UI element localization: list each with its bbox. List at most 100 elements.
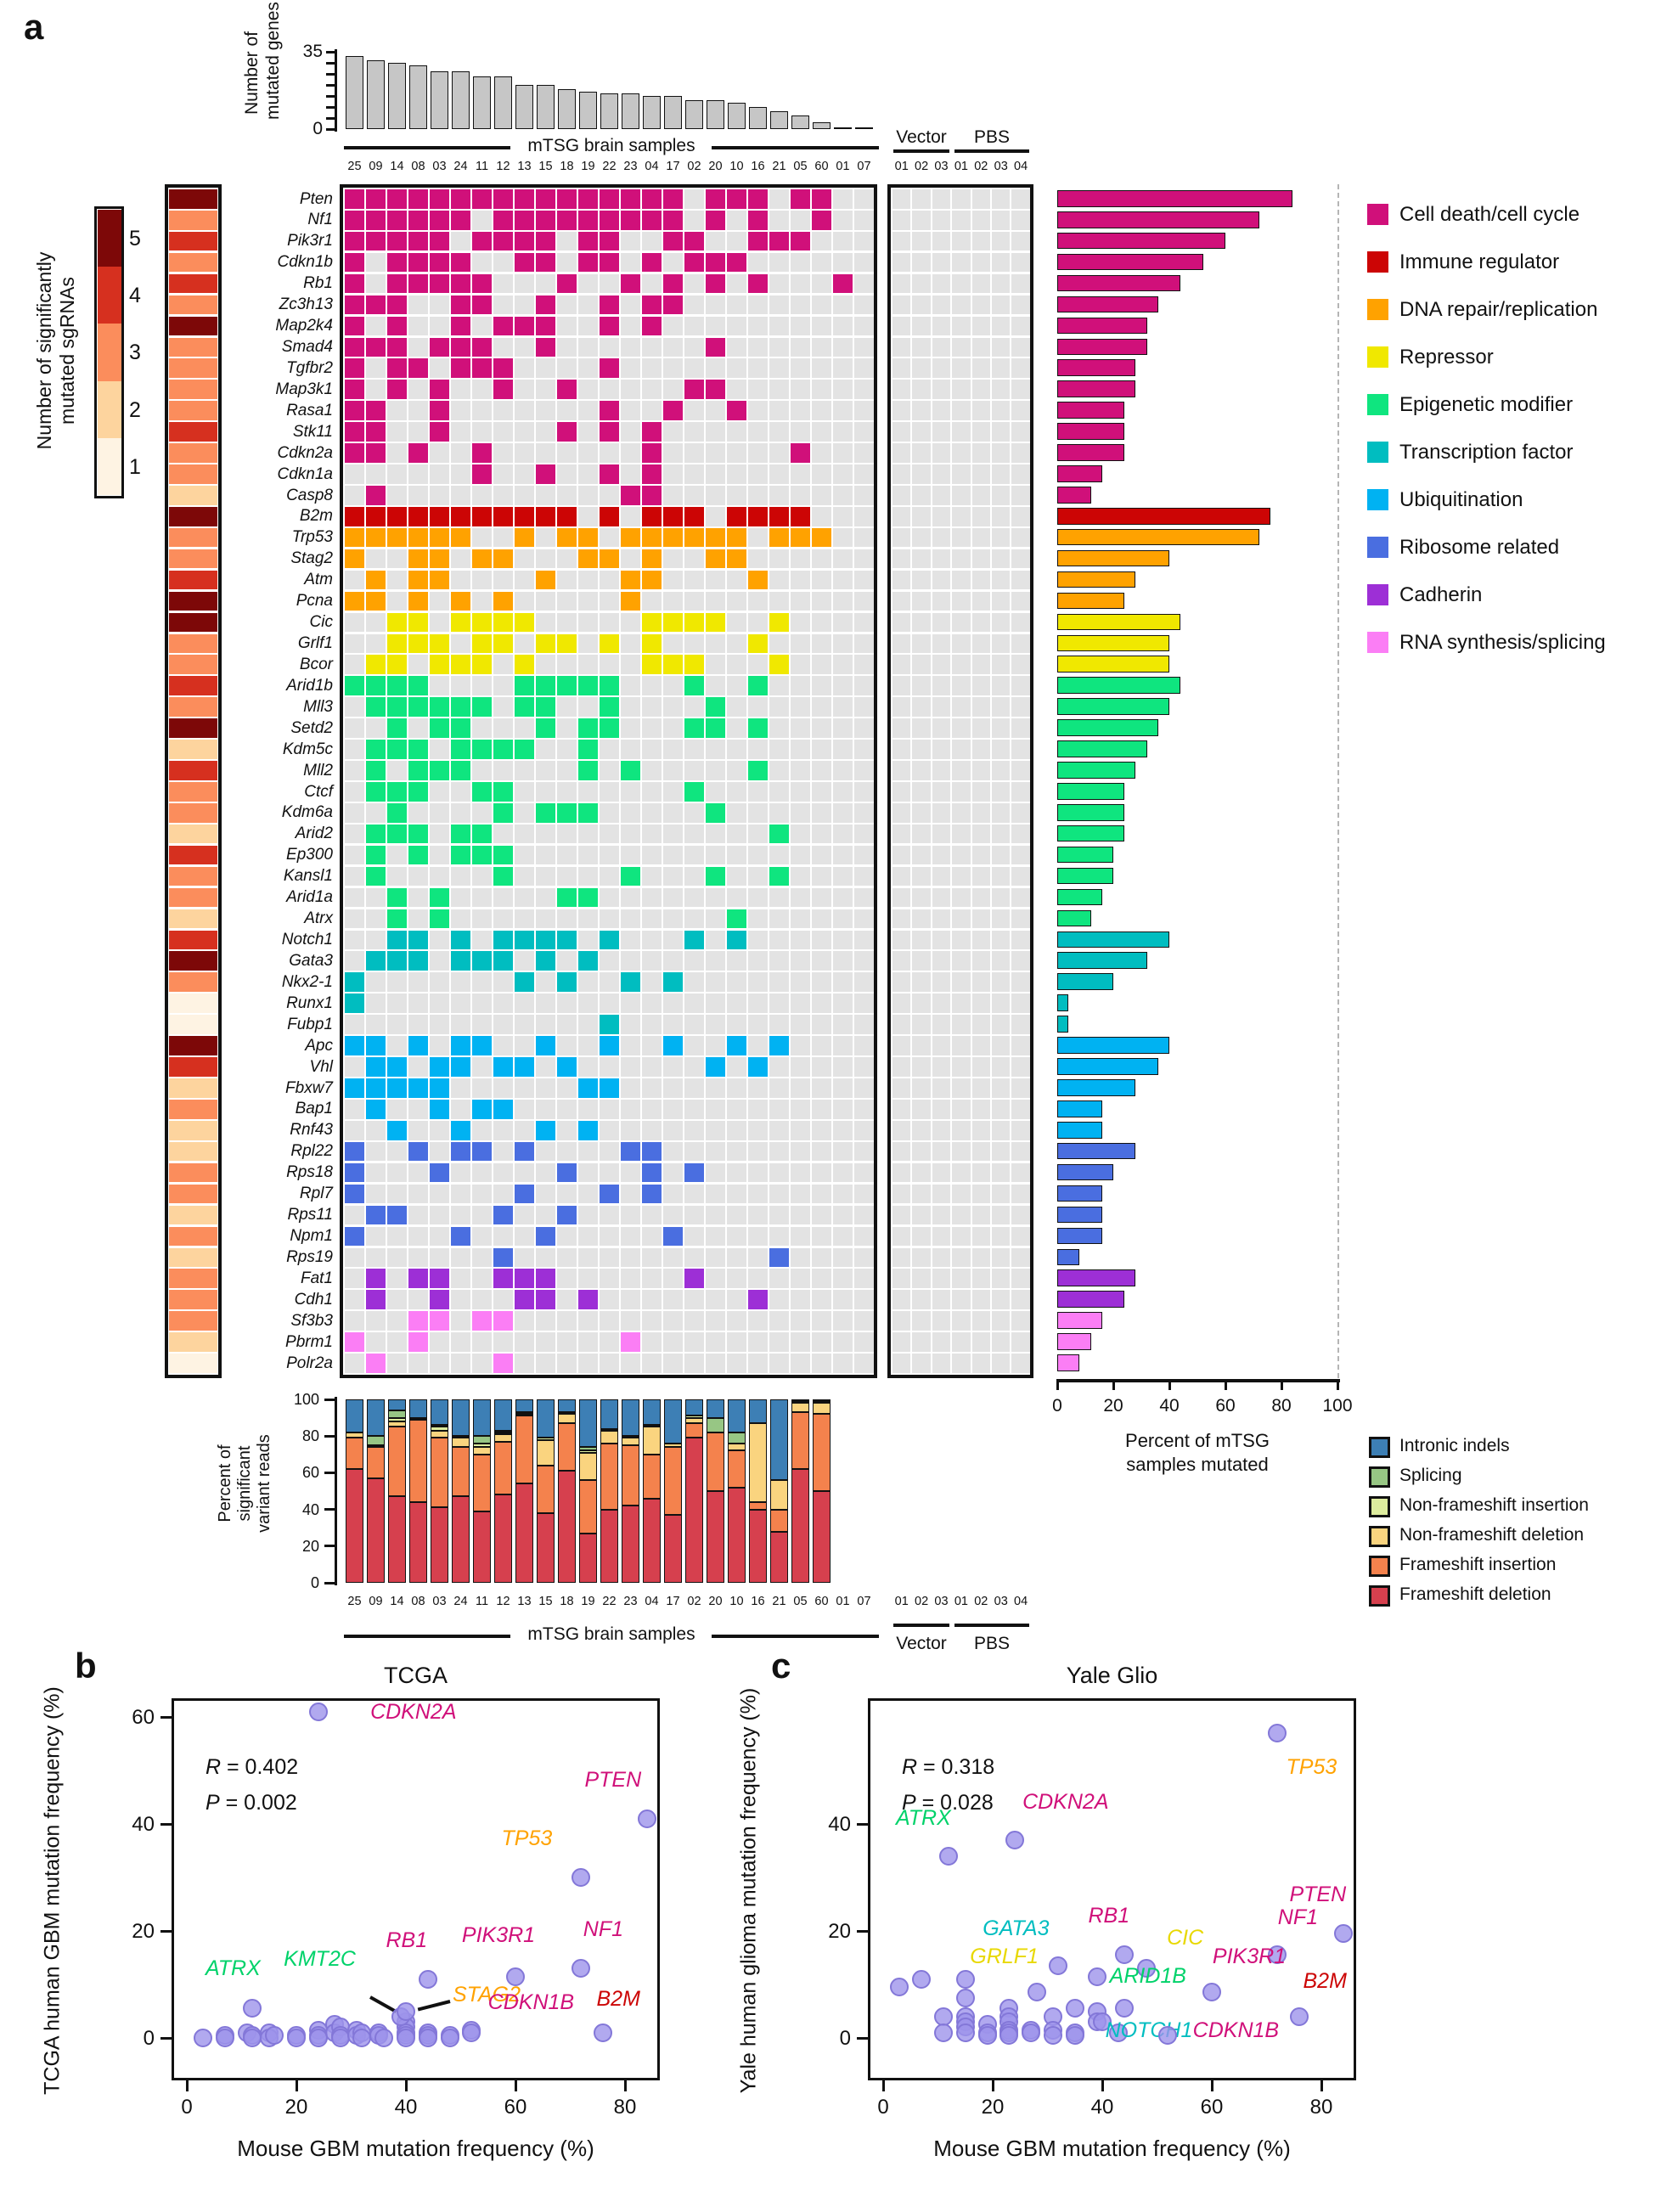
heatmap-cell — [600, 782, 619, 802]
heatmap-cell — [642, 782, 662, 802]
heatmap-cell — [430, 887, 449, 908]
heatmap-cell — [854, 358, 874, 379]
control-cell — [912, 506, 931, 526]
heatmap-cell — [578, 1036, 598, 1055]
control-cell — [971, 951, 990, 971]
heatmap-cell — [727, 337, 746, 357]
control-cell — [912, 1269, 931, 1289]
heatmap-cell — [345, 549, 364, 569]
heatmap-cell — [472, 740, 492, 759]
panel-b-xtick-label: 20 — [284, 2096, 308, 2119]
control-cell — [932, 1205, 951, 1225]
heatmap-cell — [408, 802, 428, 823]
heatmap-cell — [557, 802, 577, 823]
heatmap-cell — [748, 273, 768, 294]
heatmap-cell — [366, 1354, 386, 1373]
variant-bar-segment — [367, 1447, 385, 1478]
heatmap-cell — [663, 718, 683, 738]
heatmap-cell — [791, 972, 810, 992]
heatmap-cell — [684, 612, 704, 633]
heatmap-cell — [748, 1015, 768, 1034]
heatmap-cell — [833, 887, 853, 908]
gene-label: Grlf1 — [297, 634, 333, 653]
control-cell — [912, 740, 931, 759]
sgrna-strip-cell — [169, 718, 217, 738]
top-chart-tick — [326, 83, 335, 87]
variant-legend-label: Frameshift deletion — [1399, 1584, 1551, 1604]
heatmap-cell — [833, 824, 853, 844]
sgrna-strip-cell — [169, 401, 217, 420]
percent-bar — [1057, 973, 1113, 990]
heatmap-border — [340, 184, 877, 1379]
sample-label-top: 21 — [772, 160, 786, 173]
panel-b-xtick — [404, 2080, 408, 2091]
heatmap-cell — [515, 1269, 534, 1289]
percent-bar — [1057, 846, 1113, 864]
control-cell — [971, 464, 990, 484]
gene-label: Mll3 — [303, 697, 333, 716]
gene-label: Pik3r1 — [287, 232, 333, 250]
heatmap-cell — [727, 210, 746, 230]
heatmap-cell — [812, 506, 831, 526]
heatmap-cell — [472, 1205, 492, 1225]
control-cell — [932, 210, 951, 230]
heatmap-cell — [642, 1226, 662, 1247]
heatmap-cell — [684, 358, 704, 379]
control-cell — [1011, 527, 1030, 548]
heatmap-cell — [769, 802, 789, 823]
heatmap-cell — [515, 210, 534, 230]
heatmap-cell — [769, 1078, 789, 1098]
heatmap-cell — [769, 930, 789, 950]
heatmap-cell — [578, 295, 598, 315]
heatmap-cell — [812, 1184, 831, 1204]
heatmap-cell — [854, 1057, 874, 1077]
heatmap-cell — [451, 802, 470, 823]
control-cell — [1011, 1205, 1030, 1225]
sgrna-strip-cell — [169, 887, 217, 908]
heatmap-cell — [642, 909, 662, 929]
heatmap-cell — [557, 189, 577, 209]
gene-label: B2m — [299, 507, 333, 526]
panel-c-point — [933, 2023, 953, 2042]
heatmap-cell — [408, 210, 428, 230]
heatmap-cell — [578, 1311, 598, 1331]
heatmap-cell — [430, 951, 449, 971]
heatmap-cell — [366, 591, 386, 611]
panel-c-xtick — [1320, 2080, 1323, 2091]
heatmap-cell — [642, 422, 662, 442]
panel-c-gene-label: GATA3 — [983, 1916, 1050, 1940]
heatmap-cell — [854, 486, 874, 505]
heatmap-cell — [621, 1036, 640, 1055]
heatmap-cell — [621, 1311, 640, 1331]
heatmap-cell — [451, 1269, 470, 1289]
heatmap-cell — [493, 443, 513, 463]
panel-b-point — [397, 2001, 415, 2021]
heatmap-cell — [515, 887, 534, 908]
heatmap-cell — [854, 782, 874, 802]
heatmap-cell — [366, 1036, 386, 1055]
sgrna-strip-cell — [169, 972, 217, 992]
gene-label: Pcna — [296, 592, 333, 611]
variant-axis — [335, 1397, 337, 1585]
heatmap-cell — [578, 1162, 598, 1183]
heatmap-cell — [515, 337, 534, 357]
heatmap-cell — [345, 993, 364, 1013]
gene-label: Polr2a — [286, 1354, 333, 1372]
heatmap-cell — [621, 443, 640, 463]
heatmap-cell — [727, 1247, 746, 1268]
heatmap-cell — [345, 972, 364, 992]
control-cell — [912, 655, 931, 675]
heatmap-cell — [472, 866, 492, 886]
category-legend-label: DNA repair/replication — [1399, 298, 1598, 321]
panel-c-gene-label: PIK3R1 — [1212, 1945, 1287, 1969]
control-cell — [912, 464, 931, 484]
heatmap-cell — [706, 231, 725, 251]
heatmap-cell — [557, 358, 577, 379]
heatmap-cell — [366, 1226, 386, 1247]
top-chart-tick — [326, 105, 335, 109]
sample-label-bottom: 19 — [581, 1595, 595, 1608]
heatmap-cell — [430, 697, 449, 717]
control-cell — [1011, 909, 1030, 929]
heatmap-cell — [833, 1354, 853, 1373]
heatmap-cell — [366, 1290, 386, 1309]
